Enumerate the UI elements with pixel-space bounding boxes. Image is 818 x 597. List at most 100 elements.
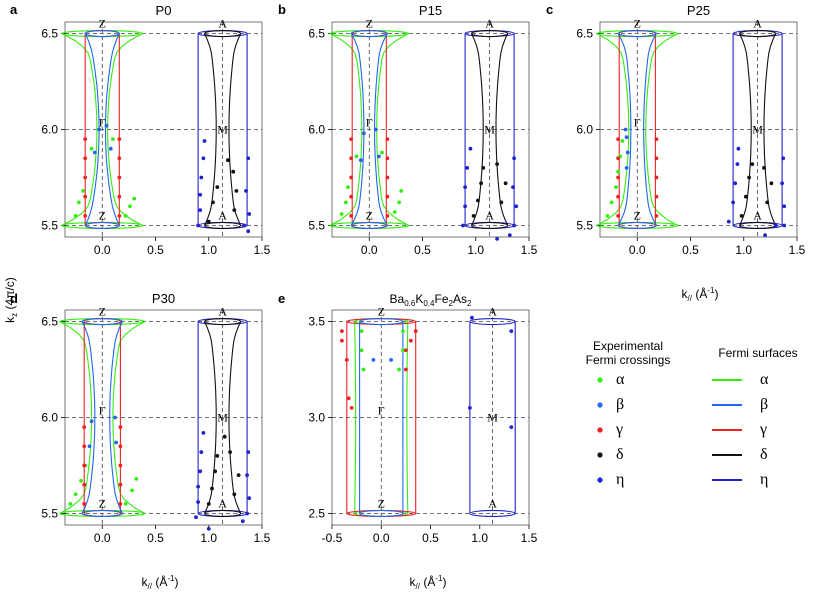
chart-c-point-gamma xyxy=(616,194,620,199)
panel-letter-e: e xyxy=(278,291,285,306)
chart-e-ytick-label: 3.0 xyxy=(308,411,325,425)
chart-a-label-z-bottom: Z xyxy=(99,208,106,222)
chart-c-xtick-label: 1.5 xyxy=(789,243,806,257)
chart-b-point-gamma xyxy=(385,175,390,180)
chart-c-surface-beta xyxy=(643,33,657,226)
chart-d-surface-delta xyxy=(203,321,217,514)
chart-d-point-delta xyxy=(222,434,227,439)
y-axis-label: kz (4π/c) xyxy=(3,277,19,323)
legend-exp-title-2: Fermi crossings xyxy=(586,353,671,367)
chart-b-point-beta xyxy=(373,127,378,132)
chart-c-point-alpha xyxy=(605,214,610,218)
legend-items: α αβ βγ γδ δη η xyxy=(597,371,769,488)
chart-d-ytick-label: 5.5 xyxy=(41,506,58,520)
chart-c-point-eta xyxy=(782,223,787,228)
legend-symbol-fs-eta: η xyxy=(760,471,768,488)
chart-a-point-gamma xyxy=(117,175,122,180)
chart-d-point-eta xyxy=(247,496,252,500)
chart-e-point-gamma xyxy=(346,396,351,401)
x-axis-label-e: k// (Å-1) xyxy=(410,574,447,591)
chart-a-point-alpha xyxy=(89,146,94,151)
chart-d-point-beta xyxy=(113,415,117,420)
chart-c-point-alpha xyxy=(609,200,614,205)
chart-a-point-alpha xyxy=(111,137,115,142)
chart-e-point-alpha xyxy=(401,348,405,353)
chart-a-surface-cap-delta xyxy=(203,29,242,38)
chart-c-point-delta xyxy=(750,162,755,167)
chart-e-label-m: M xyxy=(487,411,498,425)
chart-d-point-delta xyxy=(215,454,220,458)
chart-c-xtick-label: 1.0 xyxy=(735,243,752,257)
chart-b-point-delta xyxy=(503,181,508,186)
chart-a-label-z-top: Z xyxy=(99,17,106,31)
legend-fs-title: Fermi surfaces xyxy=(718,346,797,360)
chart-e-point-gamma xyxy=(404,348,408,353)
chart-c-point-alpha xyxy=(614,185,618,190)
chart-a-point-alpha xyxy=(73,214,78,218)
svg-text:kz (4π/c): kz (4π/c) xyxy=(3,277,19,323)
chart-b-label-gamma: Γ xyxy=(366,116,373,130)
chart-b-xtick-label: 0.0 xyxy=(361,243,378,257)
chart-a-xtick-label: 1.0 xyxy=(200,243,217,257)
chart-c-surface-alpha xyxy=(596,33,630,226)
chart-a-xtick-label: 0.5 xyxy=(147,243,164,257)
chart-e-surface-cap-beta xyxy=(359,317,404,326)
chart-b-point-gamma xyxy=(385,156,390,161)
chart-c-point-eta xyxy=(735,162,740,167)
chart-d-point-eta xyxy=(245,473,250,477)
chart-b-xtick-label: 1.0 xyxy=(467,243,484,257)
chart-a-xtick-label: 1.5 xyxy=(254,243,271,257)
chart-a-label-a-top: A xyxy=(218,17,227,31)
chart-b-point-delta xyxy=(479,181,483,186)
chart-e-surface-cap-beta xyxy=(359,509,404,518)
chart-a-point-delta xyxy=(232,208,237,213)
svg-text:k// (Å-1): k// (Å-1) xyxy=(682,286,719,303)
chart-a-title: P0 xyxy=(156,3,172,18)
chart-b-point-alpha xyxy=(392,210,397,214)
chart-c-point-gamma xyxy=(616,214,620,218)
chart-a-surface-alpha xyxy=(61,33,98,226)
chart-e-label-z-bottom: Z xyxy=(378,496,385,510)
chart-a-point-delta xyxy=(234,189,239,193)
chart-c-surface-cap-beta xyxy=(617,221,657,230)
chart-d-point-beta xyxy=(89,419,94,424)
chart-d-point-eta xyxy=(199,450,204,454)
chart-d-label-a-top: A xyxy=(218,305,227,319)
chart-b-point-gamma xyxy=(385,194,390,199)
chart-c-xtick-label: 0.0 xyxy=(629,243,646,257)
chart-d-point-alpha xyxy=(68,502,73,506)
panel-e: Ba0.6K0.4Fe2As2 2.5 3.0 3.5 -0.5 0.0 0.5 1.0 1.5… xyxy=(308,292,537,545)
chart-d-surface-cap-beta xyxy=(81,317,124,326)
legend-dot-beta xyxy=(597,402,603,408)
chart-d-label-z-bottom: Z xyxy=(99,496,106,510)
chart-e-point-alpha xyxy=(359,348,364,353)
chart-b-surface-delta xyxy=(470,33,484,226)
chart-d-surface-alpha xyxy=(59,321,93,514)
chart-d-point-gamma xyxy=(82,463,87,468)
chart-d-point-beta xyxy=(114,440,118,445)
chart-b-point-delta xyxy=(476,198,480,203)
chart-b-label-m: M xyxy=(484,123,495,137)
chart-d-point-eta xyxy=(206,526,211,531)
chart-d-point-delta xyxy=(213,469,218,474)
chart-e-xtick-label: -0.5 xyxy=(322,531,343,545)
chart-a-point-gamma xyxy=(83,194,88,199)
chart-a-point-delta xyxy=(215,185,220,190)
legend-dot-alpha xyxy=(597,377,603,383)
chart-b-point-beta xyxy=(362,131,366,136)
chart-d-point-gamma xyxy=(82,502,87,506)
chart-e-point-gamma xyxy=(340,338,344,343)
chart-c-xtick-label: 0.5 xyxy=(682,243,699,257)
chart-b-point-gamma xyxy=(349,156,354,161)
legend-symbol-exp-beta: β xyxy=(616,396,624,413)
chart-d-point-eta xyxy=(194,515,198,520)
chart-d-surface-beta xyxy=(81,321,96,514)
chart-b-point-beta xyxy=(377,154,381,159)
chart-e-xtick-label: 1.5 xyxy=(521,531,538,545)
chart-c-point-eta xyxy=(731,200,735,205)
panel-letter-c: c xyxy=(546,2,553,17)
chart-b-label-z-top: Z xyxy=(366,17,373,31)
chart-d-point-gamma xyxy=(118,502,123,506)
chart-a-point-eta xyxy=(201,156,206,161)
